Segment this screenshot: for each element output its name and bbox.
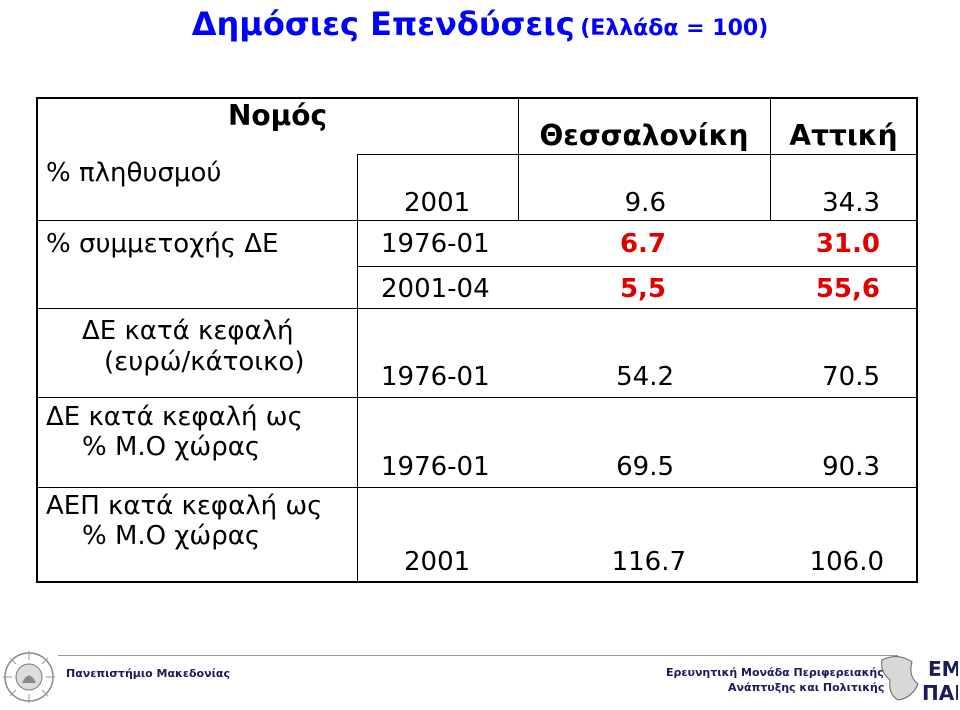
- footer-unit-line2: Ανάπτυξης και Πολιτικής: [728, 681, 885, 694]
- row-value-thessaloniki-gdp: 116.7: [611, 547, 686, 577]
- row-value-attiki-population: 34.3: [822, 188, 880, 218]
- row-value-attiki-participation-1976: 31.0: [815, 229, 880, 259]
- footer-unit-line1: Ερευνητική Μονάδα Περιφερειακής: [666, 666, 884, 679]
- row-period-population: 2001: [404, 188, 471, 218]
- logo-text-line2: ΠΑΠ: [922, 681, 958, 705]
- row-value-thessaloniki-per-capita: 54.2: [616, 362, 674, 392]
- row-value-thessaloniki-population: 9.6: [624, 188, 666, 218]
- row-value-thessaloniki-participation-2001: 5,5: [619, 274, 666, 304]
- logo-text-line1: ΕΜ: [928, 657, 958, 681]
- row-label-participation: % συμμετοχής ΔΕ: [46, 229, 279, 259]
- row-label-per-capita-pct-line1: ΔΕ κατά κεφαλή ως: [46, 402, 303, 432]
- row-value-attiki-per-capita: 70.5: [822, 362, 880, 392]
- page-title: Δημόσιες Επενδύσεις (Ελλάδα = 100): [0, 4, 960, 50]
- university-seal-icon: [3, 651, 55, 703]
- row-period-gdp: 2001: [404, 547, 471, 577]
- row-value-attiki-per-capita-pct: 90.3: [822, 452, 880, 482]
- footer-divider: [58, 655, 898, 656]
- row-value-attiki-participation-2001: 55,6: [815, 274, 880, 304]
- row-value-thessaloniki-per-capita-pct: 69.5: [616, 452, 674, 482]
- row-label-per-capita-pct-line2: % Μ.Ο χώρας: [82, 432, 261, 462]
- header-region-label: Νομός: [228, 99, 328, 132]
- row-value-attiki-gdp: 106.0: [809, 547, 884, 577]
- header-attiki: Αττική: [789, 119, 898, 152]
- title-main: Δημόσιες Επενδύσεις: [191, 5, 575, 43]
- row-label-gdp-line1: ΑΕΠ κατά κεφαλή ως: [46, 491, 323, 521]
- title-subtitle: (Ελλάδα = 100): [580, 16, 769, 41]
- row-period-participation-1976: 1976-01: [381, 229, 490, 259]
- row-label-gdp-line2: % Μ.Ο χώρας: [82, 521, 261, 551]
- research-unit-logo-icon: ΕΜ ΠΑΠ: [881, 656, 958, 705]
- row-label-population: % πληθυσμού: [46, 158, 222, 188]
- header-thessaloniki: Θεσσαλονίκη: [539, 119, 749, 152]
- row-value-thessaloniki-participation-1976: 6.7: [619, 229, 666, 259]
- row-label-per-capita-line1: ΔΕ κατά κεφαλή: [82, 316, 294, 346]
- footer-university: Πανεπιστήμιο Μακεδονίας: [66, 667, 230, 680]
- row-period-per-capita-pct: 1976-01: [381, 452, 490, 482]
- row-period-per-capita: 1976-01: [381, 362, 490, 392]
- row-period-participation-2001: 2001-04: [381, 274, 490, 304]
- row-label-per-capita-line2: (ευρώ/κάτοικο): [104, 347, 305, 377]
